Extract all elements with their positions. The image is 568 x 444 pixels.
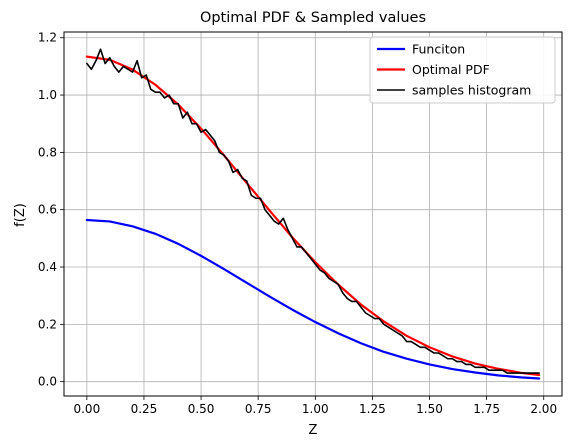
series-layer <box>85 48 541 380</box>
ticks: 0.00 0.25 0.50 0.75 1.00 1.25 1.50 1.75 2.00 0.0 0… <box>38 31 557 416</box>
series-line-optimal-pdf <box>85 55 541 377</box>
y-tick-label: 1.0 <box>38 88 57 102</box>
y-axis-label: f(Z) <box>13 203 28 227</box>
y-tick-label: 0.4 <box>38 260 57 274</box>
legend-label: samples histogram <box>412 83 531 98</box>
y-tick-label: 0.0 <box>38 375 57 389</box>
x-tick-label: 1.25 <box>359 402 386 416</box>
x-tick-label: 0.00 <box>73 402 100 416</box>
legend-box <box>369 36 556 104</box>
y-tick-label: 0.6 <box>38 203 57 217</box>
y-tick-label: 0.2 <box>38 317 57 331</box>
plot-frame <box>63 31 563 397</box>
legend-label: Optimal PDF <box>412 62 490 77</box>
x-axis-label: Z <box>309 423 318 438</box>
y-tick-label: 1.2 <box>38 31 57 45</box>
x-tick-label: 1.00 <box>302 402 329 416</box>
legend: Funciton Optimal PDF samples histogram <box>369 36 556 104</box>
chart-title: Optimal PDF & Sampled values <box>200 10 426 26</box>
x-tick-label: 0.50 <box>188 402 215 416</box>
x-tick-label: 0.25 <box>131 402 158 416</box>
y-tick-label: 0.8 <box>38 145 57 159</box>
x-tick-label: 1.75 <box>473 402 500 416</box>
series-line-funciton <box>85 218 541 380</box>
legend-label: Funciton <box>412 42 465 57</box>
x-tick-label: 0.75 <box>245 402 272 416</box>
x-tick-label: 2.00 <box>530 402 557 416</box>
series-line-samples-histogram <box>86 48 540 374</box>
x-tick-label: 1.50 <box>416 402 443 416</box>
